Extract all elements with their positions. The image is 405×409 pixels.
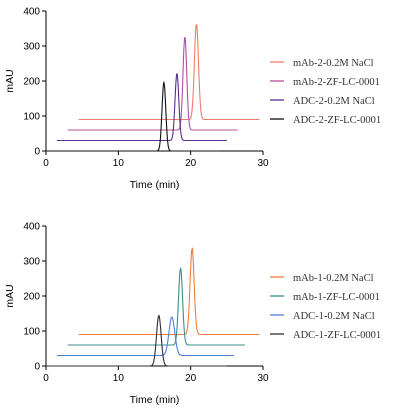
- series-trace-3: [56, 73, 227, 142]
- y-tick-label: 400: [23, 7, 40, 18]
- y-tick-label: 200: [23, 292, 40, 303]
- legend-entry-label: ADC-2-0.2M NaCl: [293, 96, 375, 107]
- y-axis-label: mAU: [4, 69, 16, 92]
- y-tick-label: 300: [23, 257, 40, 268]
- x-tick-label: 0: [43, 373, 49, 384]
- series-trace-4: [46, 314, 227, 367]
- x-tick-label: 30: [257, 158, 269, 169]
- y-tick-label: 0: [34, 362, 40, 373]
- legend: mAb-1-0.2M NaCl mAb-1-ZF-LC-0001 ADC-1-0.2…: [270, 273, 381, 341]
- x-tick-label: 20: [185, 158, 197, 169]
- chart-panel-1: 0 100 200 300 400 0 10 20 30 Time (min) mAU mAb-2-0…: [4, 7, 381, 192]
- y-tick-label: 200: [23, 77, 40, 88]
- legend-entry-label: ADC-1-ZF-LC-0001: [293, 330, 381, 341]
- series-trace-2: [67, 36, 238, 131]
- legend: mAb-2-0.2M NaCl mAb-2-ZF-LC-0001 ADC-2-0.2…: [270, 58, 381, 126]
- chart-panel-2: 0 100 200 300 400 0 10 20 30 Time (min) mAU mAb-1-0…: [4, 222, 381, 407]
- x-tick-label: 20: [185, 373, 197, 384]
- series-trace-2: [67, 267, 245, 346]
- y-tick-label: 400: [23, 222, 40, 233]
- legend-entry-label: mAb-1-0.2M NaCl: [293, 273, 374, 284]
- series-trace-3: [56, 316, 235, 357]
- x-tick-label: 10: [113, 158, 125, 169]
- legend-entry-label: mAb-2-ZF-LC-0001: [293, 77, 380, 88]
- series-trace-4: [46, 81, 220, 152]
- x-axis-label: Time (min): [130, 179, 180, 191]
- series-trace-1: [78, 247, 260, 336]
- legend-entry-label: ADC-2-ZF-LC-0001: [293, 115, 381, 126]
- x-tick-label: 30: [257, 373, 269, 384]
- legend-entry-label: ADC-1-0.2M NaCl: [293, 311, 375, 322]
- y-tick-label: 100: [23, 327, 40, 338]
- legend-entry-label: mAb-2-0.2M NaCl: [293, 58, 374, 69]
- x-tick-label: 0: [43, 158, 49, 169]
- x-axis-label: Time (min): [130, 394, 180, 406]
- y-axis-label: mAU: [4, 284, 16, 307]
- legend-entry-label: mAb-1-ZF-LC-0001: [293, 292, 380, 303]
- y-tick-label: 100: [23, 112, 40, 123]
- y-tick-label: 0: [34, 147, 40, 158]
- x-tick-label: 10: [113, 373, 125, 384]
- series-trace-1: [78, 24, 260, 121]
- y-tick-label: 300: [23, 42, 40, 53]
